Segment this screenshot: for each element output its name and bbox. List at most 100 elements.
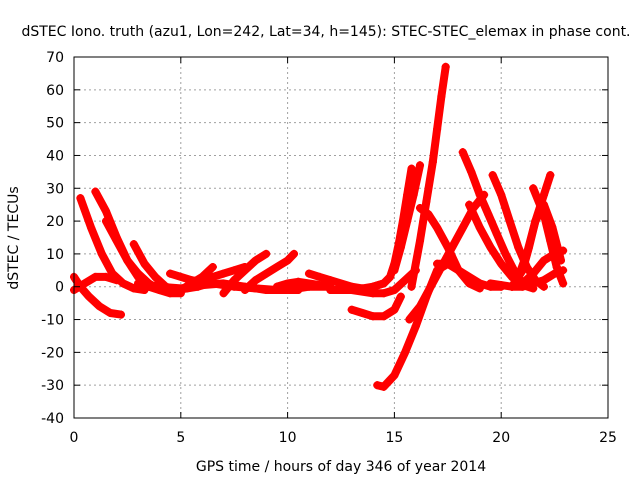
series-line — [176, 263, 217, 294]
plot-frame — [73, 56, 609, 419]
data-point-marker — [433, 125, 442, 134]
data-point-marker — [251, 284, 260, 293]
data-point-marker — [390, 305, 399, 314]
y-tick-label: 20 — [46, 214, 64, 230]
series-line — [458, 148, 527, 288]
data-point-marker — [492, 230, 501, 239]
data-point-marker — [262, 249, 271, 258]
data-point-marker — [240, 266, 249, 275]
data-point-marker — [501, 249, 510, 258]
data-point-marker — [166, 269, 175, 278]
data-point-marker — [208, 272, 217, 281]
data-point-marker — [123, 256, 132, 265]
data-point-marker — [497, 190, 506, 199]
data-point-marker — [283, 256, 292, 265]
series-arc3 — [76, 194, 149, 295]
series-line — [240, 249, 298, 294]
data-point-marker — [416, 161, 425, 170]
series-arc12 — [240, 249, 299, 295]
series-arc16 — [347, 292, 405, 321]
data-point-marker — [518, 282, 527, 291]
data-point-marker — [475, 190, 484, 199]
x-axis-label: GPS time / hours of day 346 of year 2014 — [196, 459, 486, 475]
data-point-marker — [390, 371, 399, 380]
data-point-marker — [396, 292, 405, 301]
data-point-marker — [106, 308, 115, 317]
y-axis-label: dSTEC / TECUs — [6, 186, 22, 289]
data-point-marker — [87, 223, 96, 232]
x-tick-label: 20 — [492, 430, 510, 446]
data-point-marker — [208, 263, 217, 272]
data-point-marker — [251, 276, 260, 285]
y-tick-label: 50 — [46, 116, 64, 132]
y-tick-label: -40 — [41, 411, 64, 427]
data-point-marker — [262, 269, 271, 278]
data-point-marker — [369, 282, 378, 291]
data-point-marker — [315, 281, 324, 290]
data-point-marker — [416, 236, 425, 245]
data-point-marker — [507, 282, 516, 291]
data-point-marker — [559, 246, 568, 255]
data-point-marker — [475, 279, 484, 288]
data-point-marker — [315, 272, 324, 281]
data-point-marker — [272, 263, 281, 272]
data-point-marker — [272, 282, 281, 291]
data-point-marker — [539, 210, 548, 219]
data-point-marker — [422, 197, 431, 206]
data-point-marker — [108, 269, 117, 278]
series-group — [70, 62, 568, 391]
x-tick-label: 25 — [599, 430, 617, 446]
data-point-marker — [119, 279, 128, 288]
data-point-marker — [531, 217, 540, 226]
data-point-marker — [458, 148, 467, 157]
data-point-marker — [326, 276, 335, 285]
data-point-marker — [134, 279, 143, 288]
y-tick-label: -20 — [41, 345, 64, 361]
data-point-marker — [396, 243, 405, 252]
data-point-marker — [465, 272, 474, 281]
data-point-marker — [80, 279, 89, 288]
data-point-marker — [347, 305, 356, 314]
data-point-marker — [546, 236, 555, 245]
y-tick-label: 60 — [46, 83, 64, 99]
data-point-marker — [433, 259, 442, 268]
data-point-marker — [102, 217, 111, 226]
data-point-marker — [230, 276, 239, 285]
data-point-marker — [219, 289, 228, 298]
data-point-marker — [116, 310, 125, 319]
data-point-marker — [458, 223, 467, 232]
data-point-marker — [251, 256, 260, 265]
data-point-marker — [76, 194, 85, 203]
y-tick-label: 40 — [46, 148, 64, 164]
data-point-marker — [304, 279, 313, 288]
data-point-marker — [379, 382, 388, 391]
axis-ticks: 0 5 10 15 20 25 -40 -30 -20 -10 0 10 20 30 40 50 60 70 — [41, 50, 617, 446]
data-point-marker — [539, 190, 548, 199]
data-point-marker — [539, 256, 548, 265]
data-point-marker — [433, 223, 442, 232]
series-arc18 — [390, 161, 425, 275]
data-point-marker — [426, 282, 435, 291]
data-point-marker — [401, 276, 410, 285]
y-tick-label: 70 — [46, 50, 64, 66]
series-arc13 — [272, 277, 335, 291]
data-point-marker — [84, 292, 93, 301]
data-point-marker — [559, 279, 568, 288]
data-point-marker — [409, 190, 418, 199]
data-point-marker — [405, 315, 414, 324]
chart-title: dSTEC Iono. truth (azu1, Lon=242, Lat=34… — [21, 24, 630, 40]
x-tick-label: 10 — [279, 430, 297, 446]
data-point-marker — [539, 276, 548, 285]
y-tick-label: -10 — [41, 313, 64, 329]
data-point-marker — [140, 259, 149, 268]
data-point-marker — [129, 284, 138, 293]
series-arc24 — [458, 148, 527, 288]
data-point-marker — [326, 286, 335, 295]
data-point-marker — [486, 243, 495, 252]
data-point-marker — [91, 272, 100, 281]
data-point-marker — [230, 266, 239, 275]
data-point-marker — [290, 249, 299, 258]
x-tick-label: 0 — [70, 430, 79, 446]
data-point-marker — [454, 266, 463, 275]
